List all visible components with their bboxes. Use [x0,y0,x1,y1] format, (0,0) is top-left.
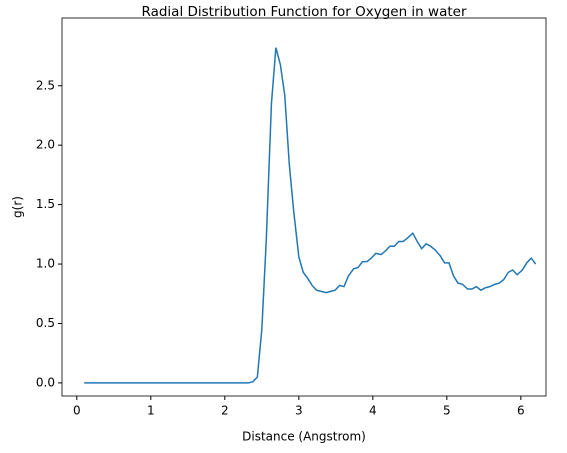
y-tick-label: 2.5 [36,78,55,92]
x-tick-label: 6 [517,404,525,418]
x-tick-label: 3 [295,404,303,418]
x-tick-label: 0 [73,404,81,418]
y-tick-label: 1.0 [36,257,55,271]
y-tick-label: 1.5 [36,197,55,211]
x-tick-label: 4 [369,404,377,418]
chart-title: Radial Distribution Function for Oxygen … [142,4,467,20]
y-tick-label: 0.0 [36,375,55,389]
x-tick-label: 1 [147,404,155,418]
y-tick-label: 0.5 [36,316,55,330]
plot-frame [61,17,547,397]
x-axis-label: Distance (Angstrom) [242,430,366,444]
data-line [84,47,537,384]
x-tick-label: 5 [443,404,451,418]
x-tick-label: 2 [221,404,229,418]
y-tick-label: 2.0 [36,138,55,152]
y-axis-label: g(r) [11,196,25,218]
